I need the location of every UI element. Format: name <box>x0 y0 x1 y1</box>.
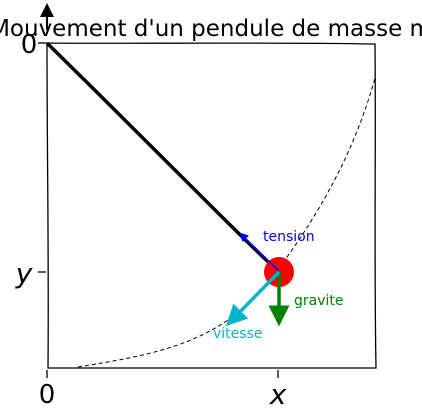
tension-arrow <box>239 232 280 272</box>
velocity-arrow <box>226 270 281 327</box>
plot-frame <box>46 42 377 369</box>
y-origin-label: 0 <box>21 30 38 60</box>
velocity-label: vitesse <box>213 326 262 342</box>
x-mass-label: x <box>269 378 287 411</box>
diagram-title: Mouvement d'un pendule de masse m <box>0 16 422 42</box>
x-origin-label: 0 <box>39 380 56 410</box>
gravity-label: gravite <box>294 293 344 309</box>
tension-label: tension <box>263 229 315 245</box>
pendulum-rod <box>46 42 281 274</box>
y-mass-label: y <box>15 257 33 290</box>
